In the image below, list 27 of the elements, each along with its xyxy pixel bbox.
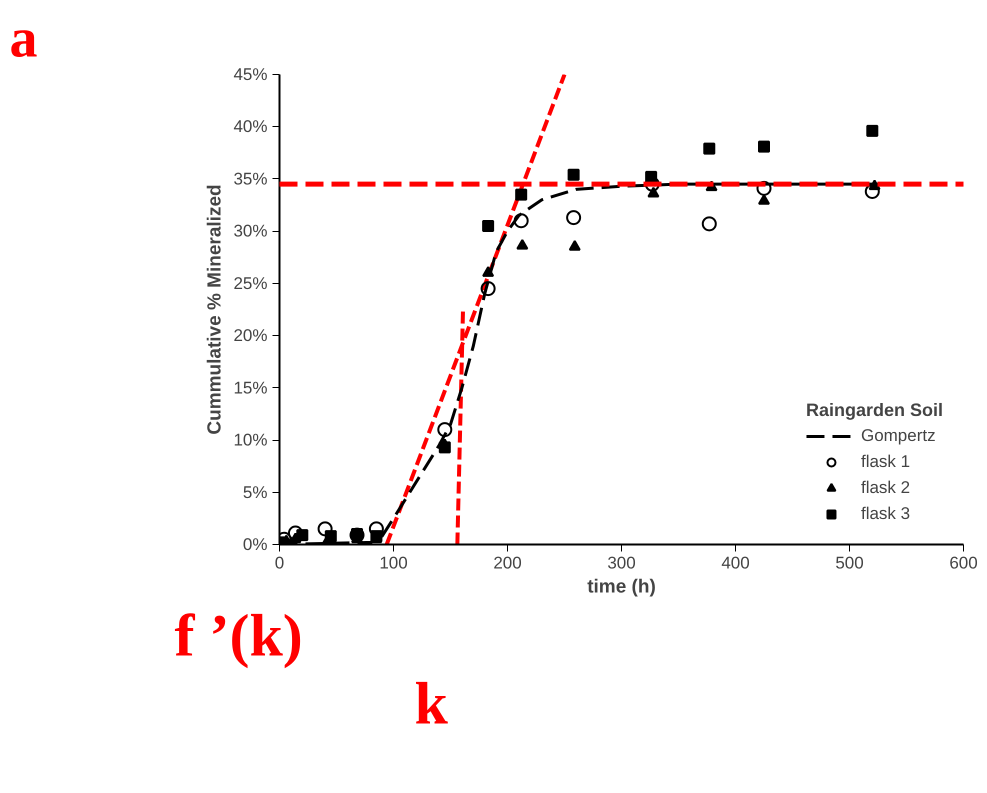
y-tick-label: 0% bbox=[242, 535, 268, 554]
y-tick-label: 45% bbox=[233, 65, 268, 84]
x-tick-label: 500 bbox=[835, 554, 864, 572]
x-tick-label: 100 bbox=[379, 554, 408, 572]
y-axis-title: Cummulative % Mineralized bbox=[204, 184, 226, 435]
x-tick-label: 0 bbox=[274, 554, 284, 572]
x-tick-label: 200 bbox=[493, 554, 522, 572]
legend-label: flask 1 bbox=[860, 452, 910, 472]
y-tick-label: 20% bbox=[233, 326, 268, 346]
y-tick-label: 40% bbox=[233, 117, 268, 136]
y-tick-label: 15% bbox=[233, 378, 268, 398]
ref-line-label: a bbox=[10, 8, 38, 70]
y-tick-label: 10% bbox=[233, 430, 268, 450]
y-tick-label: 25% bbox=[233, 274, 268, 293]
legend-title: Raingarden Soil bbox=[806, 400, 943, 421]
legend-label: flask 2 bbox=[860, 478, 910, 498]
legend-label: Gompertz bbox=[860, 426, 936, 446]
y-tick-label: 35% bbox=[233, 169, 268, 188]
text: f ’(k) bbox=[174, 602, 303, 668]
y-tick-label: 30% bbox=[233, 222, 268, 241]
y-tick-label: 5% bbox=[242, 482, 268, 502]
x-tick-label: 400 bbox=[721, 554, 750, 572]
legend-label: flask 3 bbox=[860, 504, 910, 524]
x-axis-title: time (h) bbox=[587, 576, 656, 598]
x-tick-label: 300 bbox=[607, 554, 636, 572]
x-tick-label: 600 bbox=[949, 554, 978, 572]
text: k bbox=[414, 670, 448, 736]
